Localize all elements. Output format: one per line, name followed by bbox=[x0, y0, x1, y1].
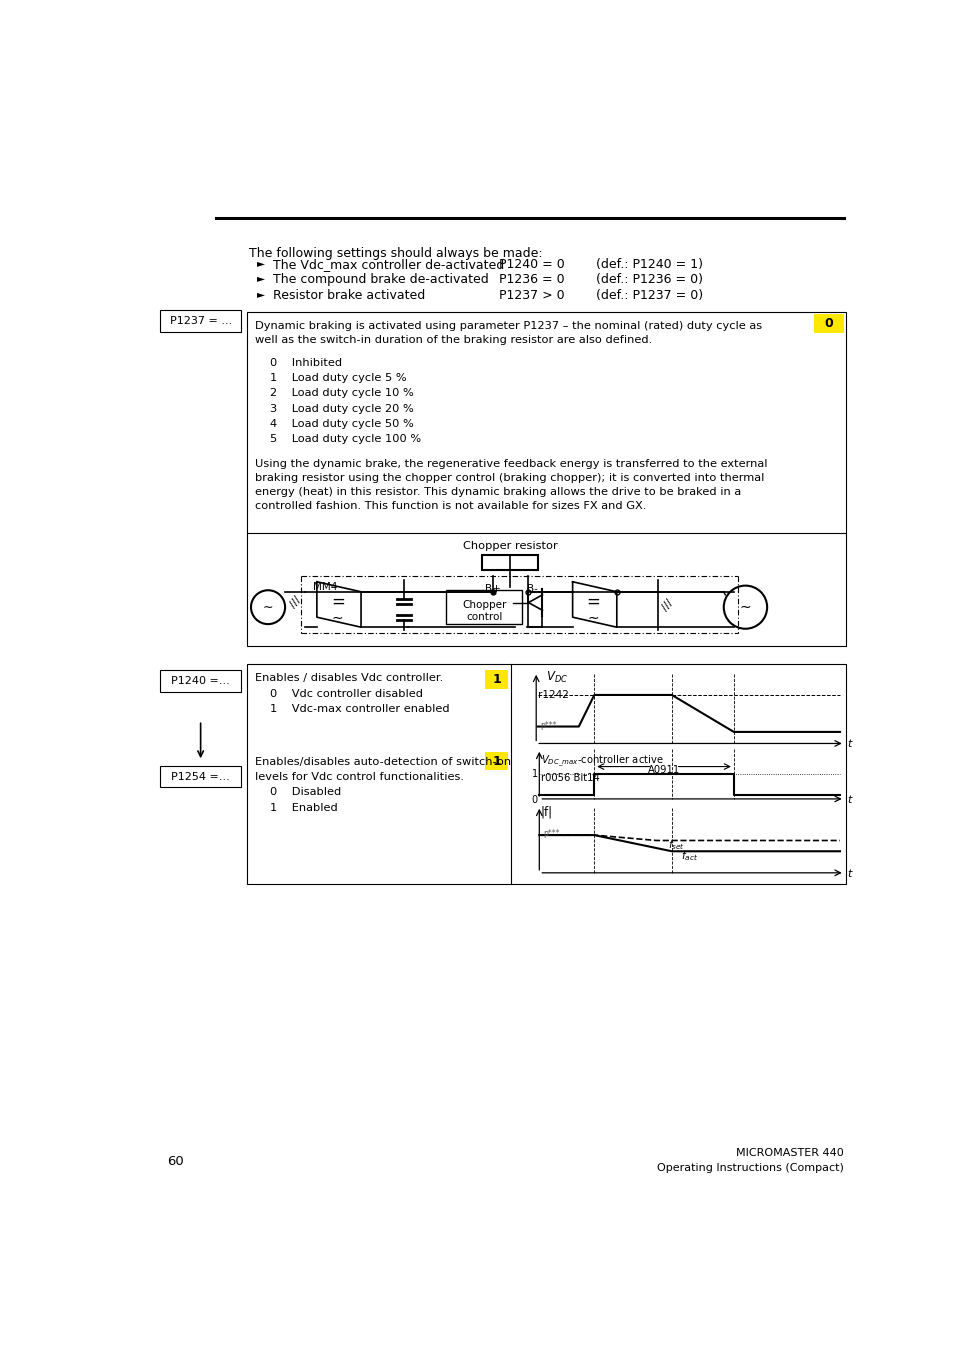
Text: r1242: r1242 bbox=[537, 690, 568, 700]
Text: Operating Instructions (Compact): Operating Instructions (Compact) bbox=[657, 1163, 843, 1173]
Text: 2    Load duty cycle 10 %: 2 Load duty cycle 10 % bbox=[270, 389, 414, 399]
Text: 60: 60 bbox=[167, 1155, 184, 1169]
Text: 0    Disabled: 0 Disabled bbox=[270, 788, 341, 797]
Text: ►: ► bbox=[257, 273, 265, 284]
Text: p***: p*** bbox=[542, 830, 559, 838]
Text: Chopper resistor: Chopper resistor bbox=[463, 540, 558, 551]
Bar bbox=[159, 309, 241, 331]
Text: B+: B+ bbox=[484, 584, 500, 594]
Text: 0    Vdc controller disabled: 0 Vdc controller disabled bbox=[270, 689, 423, 698]
Text: p***: p*** bbox=[539, 720, 556, 730]
Text: t: t bbox=[847, 869, 851, 878]
Text: (def.: P1237 = 0): (def.: P1237 = 0) bbox=[596, 289, 702, 301]
Text: Resistor brake activated: Resistor brake activated bbox=[273, 289, 424, 301]
Bar bbox=[247, 665, 845, 885]
Text: =: = bbox=[586, 593, 599, 611]
Text: levels for Vdc control functionalities.: levels for Vdc control functionalities. bbox=[254, 771, 463, 782]
Text: r0056 Bit14: r0056 Bit14 bbox=[540, 773, 599, 784]
Text: 1: 1 bbox=[531, 769, 537, 780]
Text: 0: 0 bbox=[531, 794, 537, 805]
Text: Enables / disables Vdc controller.: Enables / disables Vdc controller. bbox=[254, 673, 442, 684]
Text: 0    Inhibited: 0 Inhibited bbox=[270, 358, 342, 369]
Text: A0911: A0911 bbox=[647, 765, 679, 775]
Text: 1    Load duty cycle 5 %: 1 Load duty cycle 5 % bbox=[270, 373, 407, 384]
Text: P1254 =...: P1254 =... bbox=[172, 771, 230, 782]
Bar bbox=[159, 766, 241, 788]
Text: The following settings should always be made:: The following settings should always be … bbox=[249, 247, 542, 259]
Bar bbox=[814, 313, 843, 334]
Text: P1240 = 0: P1240 = 0 bbox=[498, 258, 564, 272]
Text: 1    Vdc-max controller enabled: 1 Vdc-max controller enabled bbox=[270, 704, 450, 715]
Text: ∼: ∼ bbox=[587, 611, 598, 626]
Text: 3    Load duty cycle 20 %: 3 Load duty cycle 20 % bbox=[270, 404, 414, 413]
Text: t: t bbox=[847, 794, 851, 805]
Text: MM4: MM4 bbox=[313, 582, 337, 592]
Text: |f|: |f| bbox=[540, 805, 553, 819]
Text: ∼: ∼ bbox=[332, 611, 343, 626]
Text: Chopper
control: Chopper control bbox=[461, 600, 506, 623]
Text: 1: 1 bbox=[492, 755, 500, 767]
Text: $f_{act}$: $f_{act}$ bbox=[680, 848, 698, 863]
Text: MICROMASTER 440: MICROMASTER 440 bbox=[736, 1148, 843, 1158]
Bar bbox=[484, 753, 508, 770]
Text: 0: 0 bbox=[824, 317, 833, 330]
Text: =: = bbox=[331, 593, 344, 611]
Text: (def.: P1236 = 0): (def.: P1236 = 0) bbox=[596, 273, 702, 286]
Text: P1240 =...: P1240 =... bbox=[172, 676, 230, 686]
Text: (def.: P1240 = 1): (def.: P1240 = 1) bbox=[596, 258, 702, 272]
Bar bbox=[481, 555, 537, 570]
Bar bbox=[484, 670, 508, 689]
Text: P1236 = 0: P1236 = 0 bbox=[498, 273, 564, 286]
Text: B-: B- bbox=[526, 584, 537, 594]
Text: The compound brake de-activated: The compound brake de-activated bbox=[273, 273, 488, 286]
Text: P1237 = ...: P1237 = ... bbox=[170, 316, 232, 326]
Text: Using the dynamic brake, the regenerative feedback energy is transferred to the : Using the dynamic brake, the regenerativ… bbox=[254, 458, 766, 511]
Text: $f_{set}$: $f_{set}$ bbox=[667, 838, 684, 852]
Text: Enables/disables auto-detection of switch-on: Enables/disables auto-detection of switc… bbox=[254, 757, 511, 766]
Text: ∼: ∼ bbox=[739, 600, 750, 615]
Text: Dynamic braking is activated using parameter P1237 – the nominal (rated) duty cy: Dynamic braking is activated using param… bbox=[254, 320, 761, 345]
Text: ///: /// bbox=[659, 597, 675, 612]
Text: $V_{DC}$: $V_{DC}$ bbox=[545, 670, 567, 685]
Bar bbox=[446, 590, 521, 624]
Bar bbox=[159, 670, 241, 692]
Text: P1237 > 0: P1237 > 0 bbox=[498, 289, 564, 301]
Bar bbox=[247, 312, 845, 646]
Text: t: t bbox=[847, 739, 851, 750]
Text: 1    Enabled: 1 Enabled bbox=[270, 802, 337, 813]
Text: ///: /// bbox=[288, 594, 303, 611]
Text: $V_{DC\_max}$-controller active: $V_{DC\_max}$-controller active bbox=[540, 754, 663, 769]
Text: 4    Load duty cycle 50 %: 4 Load duty cycle 50 % bbox=[270, 419, 414, 428]
Text: ∼: ∼ bbox=[262, 601, 273, 613]
Text: The Vdc_max controller de-activated: The Vdc_max controller de-activated bbox=[273, 258, 503, 272]
Text: 5    Load duty cycle 100 %: 5 Load duty cycle 100 % bbox=[270, 434, 421, 443]
Text: 1: 1 bbox=[492, 673, 500, 686]
Text: ►: ► bbox=[257, 258, 265, 267]
Text: ►: ► bbox=[257, 289, 265, 299]
